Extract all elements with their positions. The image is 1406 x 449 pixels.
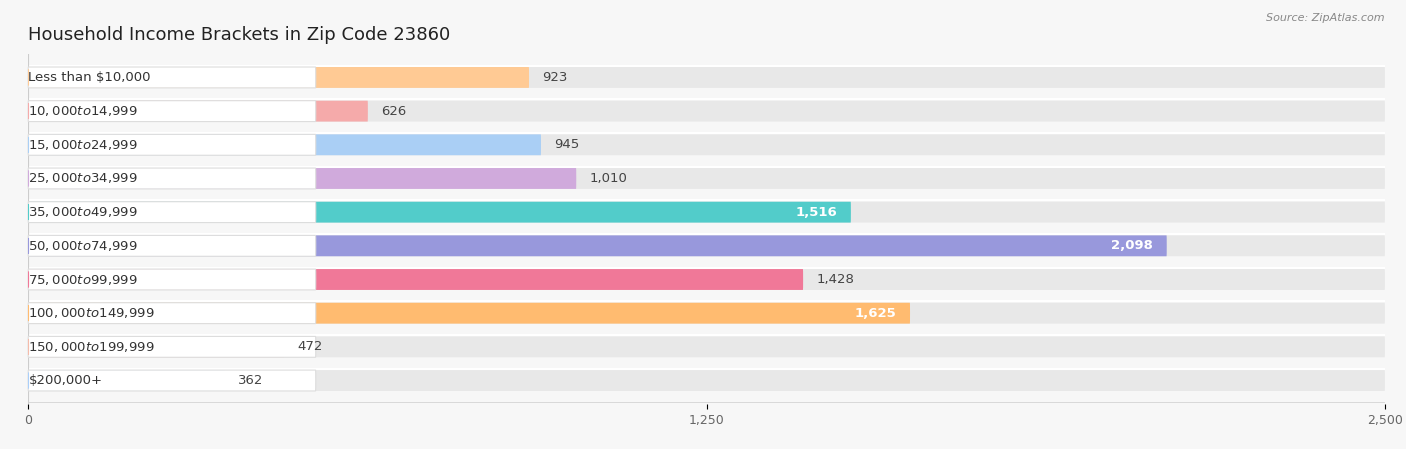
FancyBboxPatch shape	[28, 101, 316, 122]
FancyBboxPatch shape	[28, 168, 576, 189]
Text: 923: 923	[543, 71, 568, 84]
Text: $150,000 to $199,999: $150,000 to $199,999	[28, 340, 155, 354]
FancyBboxPatch shape	[28, 235, 1167, 256]
Text: $50,000 to $74,999: $50,000 to $74,999	[28, 239, 138, 253]
FancyBboxPatch shape	[28, 336, 1385, 357]
Text: $10,000 to $14,999: $10,000 to $14,999	[28, 104, 138, 118]
Text: $15,000 to $24,999: $15,000 to $24,999	[28, 138, 138, 152]
FancyBboxPatch shape	[28, 67, 529, 88]
Text: 1,428: 1,428	[817, 273, 855, 286]
Text: 362: 362	[238, 374, 263, 387]
Text: 1,010: 1,010	[591, 172, 627, 185]
FancyBboxPatch shape	[28, 336, 284, 357]
FancyBboxPatch shape	[28, 370, 1385, 391]
Text: 2,098: 2,098	[1111, 239, 1153, 252]
Text: 1,625: 1,625	[855, 307, 897, 320]
FancyBboxPatch shape	[28, 269, 1385, 290]
Text: Less than $10,000: Less than $10,000	[28, 71, 150, 84]
Text: 1,516: 1,516	[796, 206, 838, 219]
Text: $35,000 to $49,999: $35,000 to $49,999	[28, 205, 138, 219]
FancyBboxPatch shape	[28, 336, 316, 357]
FancyBboxPatch shape	[28, 303, 1385, 324]
FancyBboxPatch shape	[28, 370, 316, 391]
FancyBboxPatch shape	[28, 67, 316, 88]
FancyBboxPatch shape	[28, 67, 1385, 88]
FancyBboxPatch shape	[28, 202, 1385, 223]
FancyBboxPatch shape	[28, 134, 541, 155]
FancyBboxPatch shape	[28, 235, 1385, 256]
Text: $25,000 to $34,999: $25,000 to $34,999	[28, 172, 138, 185]
FancyBboxPatch shape	[28, 101, 368, 122]
FancyBboxPatch shape	[28, 235, 316, 256]
FancyBboxPatch shape	[28, 202, 316, 223]
Text: $75,000 to $99,999: $75,000 to $99,999	[28, 273, 138, 286]
FancyBboxPatch shape	[28, 303, 316, 324]
Text: 626: 626	[381, 105, 406, 118]
FancyBboxPatch shape	[28, 168, 1385, 189]
FancyBboxPatch shape	[28, 134, 316, 155]
Text: $200,000+: $200,000+	[28, 374, 103, 387]
Text: Source: ZipAtlas.com: Source: ZipAtlas.com	[1267, 13, 1385, 23]
FancyBboxPatch shape	[28, 168, 316, 189]
Text: Household Income Brackets in Zip Code 23860: Household Income Brackets in Zip Code 23…	[28, 26, 450, 44]
FancyBboxPatch shape	[28, 134, 1385, 155]
FancyBboxPatch shape	[28, 370, 225, 391]
FancyBboxPatch shape	[28, 269, 803, 290]
FancyBboxPatch shape	[28, 101, 1385, 122]
Text: $100,000 to $149,999: $100,000 to $149,999	[28, 306, 155, 320]
FancyBboxPatch shape	[28, 303, 910, 324]
FancyBboxPatch shape	[28, 269, 316, 290]
FancyBboxPatch shape	[28, 202, 851, 223]
Text: 945: 945	[554, 138, 579, 151]
Text: 472: 472	[298, 340, 323, 353]
